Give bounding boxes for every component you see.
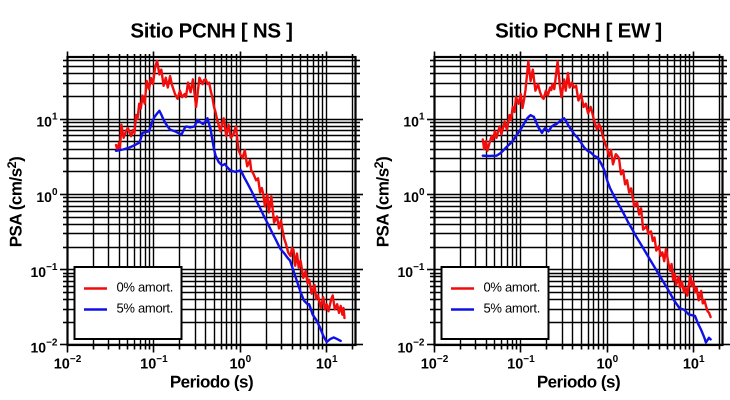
svg-text:PSA (cm/s2): PSA (cm/s2) [372, 157, 393, 248]
svg-text:5% amort.: 5% amort. [484, 300, 541, 315]
svg-text:PSA (cm/s2): PSA (cm/s2) [5, 157, 26, 248]
svg-text:5% amort.: 5% amort. [117, 300, 174, 315]
svg-text:Periodo (s): Periodo (s) [170, 373, 253, 392]
svg-text:0% amort.: 0% amort. [484, 279, 541, 294]
svg-text:0% amort.: 0% amort. [117, 279, 174, 294]
svg-text:Sitio PCNH [ EW ]: Sitio PCNH [ EW ] [495, 19, 662, 42]
svg-text:Periodo (s): Periodo (s) [537, 373, 620, 392]
svg-text:Sitio PCNH [ NS ]: Sitio PCNH [ NS ] [130, 19, 292, 42]
